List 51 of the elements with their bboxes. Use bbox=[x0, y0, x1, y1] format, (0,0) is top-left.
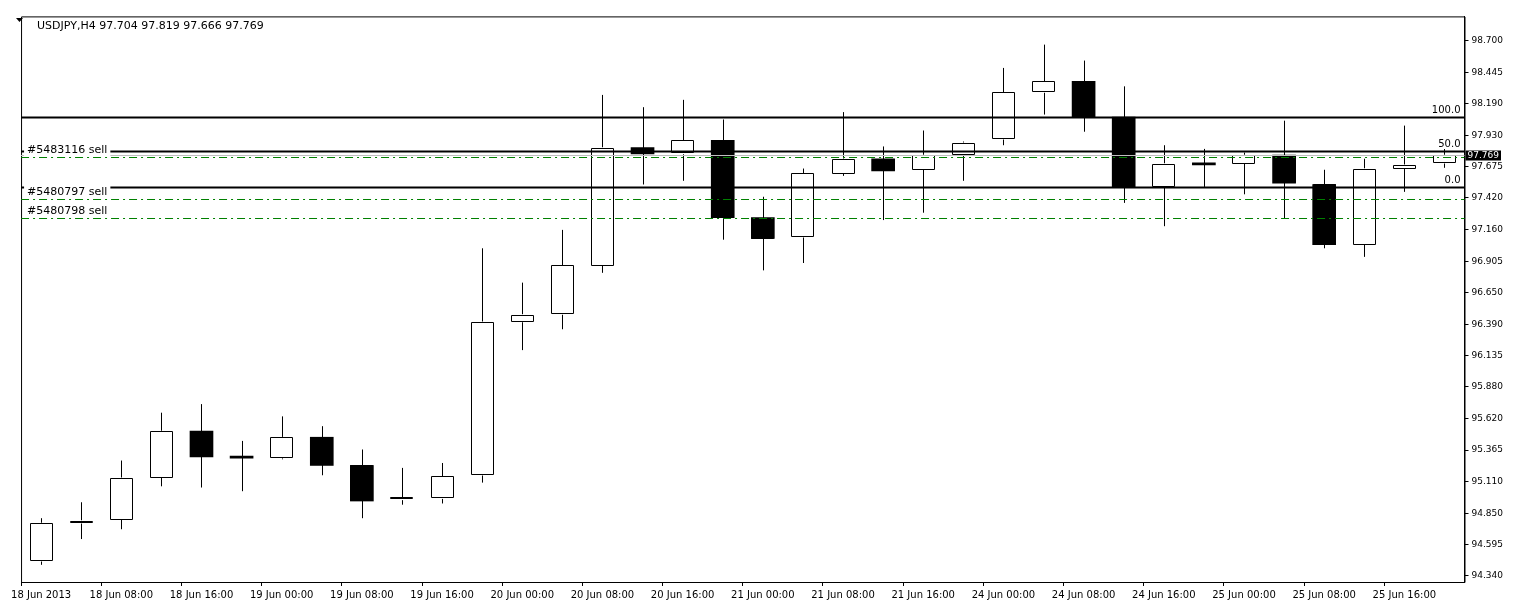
x-tick-label: 20 Jun 08:00 bbox=[570, 588, 635, 600]
x-tick-label: 20 Jun 16:00 bbox=[650, 588, 715, 600]
y-tick-label: 98.190 bbox=[1471, 97, 1504, 108]
x-tick-label: 21 Jun 08:00 bbox=[811, 588, 875, 600]
annotation: 100.0 bbox=[1431, 103, 1461, 115]
y-tick-label: 97.675 bbox=[1471, 161, 1504, 172]
ref-line-label: 97.769 bbox=[1467, 149, 1500, 160]
ref-line-label: #5480798 sell bbox=[27, 203, 108, 217]
x-tick-label: 24 Jun 00:00 bbox=[971, 588, 1036, 600]
x-tick-label: 18 Jun 2013 bbox=[11, 588, 72, 600]
candlestick bbox=[1031, 44, 1056, 116]
x-tick-label: 21 Jun 16:00 bbox=[891, 588, 955, 600]
y-tick-label: 95.620 bbox=[1471, 413, 1504, 424]
y-tick-label: 97.160 bbox=[1471, 224, 1504, 235]
ref-line-label: #5483116 sell bbox=[27, 142, 108, 156]
y-tick-label: 95.365 bbox=[1471, 444, 1504, 455]
y-tick-label: 97.420 bbox=[1471, 192, 1504, 203]
x-tick-label: 25 Jun 16:00 bbox=[1372, 588, 1437, 600]
y-tick-label: 98.700 bbox=[1471, 35, 1504, 46]
x-tick-label: 25 Jun 08:00 bbox=[1292, 588, 1356, 600]
y-tick-label: 96.135 bbox=[1471, 349, 1504, 360]
y-tick-label: 95.110 bbox=[1471, 475, 1504, 486]
y-tick-label: 96.905 bbox=[1471, 255, 1504, 266]
ref-line-label: #5480797 sell bbox=[27, 184, 108, 198]
annotation: 50.0 bbox=[1438, 137, 1461, 149]
candlestick bbox=[510, 282, 535, 351]
y-tick-label: 94.340 bbox=[1471, 570, 1504, 581]
x-tick-label: 19 Jun 08:00 bbox=[330, 588, 394, 600]
x-tick-label: 24 Jun 16:00 bbox=[1132, 588, 1196, 600]
y-tick-label: 96.650 bbox=[1471, 286, 1504, 297]
candlestick bbox=[69, 501, 94, 540]
x-tick-label: 21 Jun 00:00 bbox=[731, 588, 795, 600]
y-tick-label: 97.930 bbox=[1471, 129, 1504, 140]
x-tick-label: 25 Jun 00:00 bbox=[1212, 588, 1276, 600]
x-tick-label: 20 Jun 00:00 bbox=[490, 588, 555, 600]
chart-title: USDJPY,H4 97.704 97.819 97.666 97.769 bbox=[37, 18, 264, 32]
y-tick-label: 96.390 bbox=[1471, 318, 1504, 329]
x-tick-label: 19 Jun 16:00 bbox=[410, 588, 474, 600]
y-tick-label: 94.595 bbox=[1471, 538, 1504, 549]
x-tick-label: 18 Jun 08:00 bbox=[89, 588, 154, 600]
candlestick bbox=[751, 196, 775, 271]
x-tick-label: 19 Jun 00:00 bbox=[249, 588, 314, 600]
x-tick-label: 24 Jun 08:00 bbox=[1051, 588, 1116, 600]
candlestick bbox=[430, 462, 454, 504]
y-tick-label: 95.880 bbox=[1471, 381, 1504, 392]
y-tick-label: 94.850 bbox=[1471, 507, 1504, 518]
x-tick-label: 18 Jun 16:00 bbox=[169, 588, 234, 600]
annotation: 0.0 bbox=[1444, 173, 1461, 185]
y-tick-label: 98.445 bbox=[1471, 66, 1504, 77]
candlestick bbox=[390, 467, 414, 506]
candlestick bbox=[269, 415, 294, 460]
